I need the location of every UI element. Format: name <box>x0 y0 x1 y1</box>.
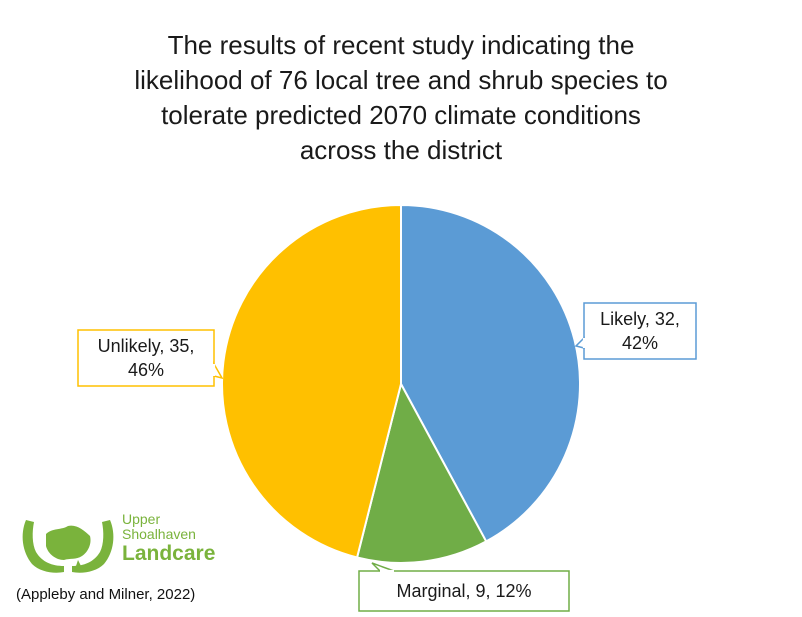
pie-slice-marginal <box>355 381 488 564</box>
chart-title: The results of recent study indicating t… <box>60 28 742 168</box>
data-label-marginal: Marginal, 9, 12% <box>358 562 570 612</box>
data-label-unlikely: Unlikely, 35, 46% <box>77 329 224 387</box>
pie-slice-unlikely <box>221 203 402 559</box>
data-label-callouts: Likely, 32, 42% Marginal, 9, 12% Unlikely, … <box>77 302 697 612</box>
data-label-likely: Likely, 32, 42% <box>574 302 697 360</box>
chart-title-line: The results of recent study indicating t… <box>167 30 635 60</box>
logo-text: Upper Shoalhaven Landcare <box>122 512 215 566</box>
chart-title-line: likelihood of 76 local tree and shrub sp… <box>134 65 668 95</box>
data-label-text: Unlikely, 35, <box>98 336 195 356</box>
landcare-logo: Upper Shoalhaven Landcare <box>18 512 228 582</box>
chart-title-line: across the district <box>299 135 503 165</box>
citation: (Appleby and Milner, 2022) <box>16 586 196 603</box>
data-label-text: Likely, 32, <box>600 309 680 329</box>
chart-title-line: tolerate predicted 2070 climate conditio… <box>161 100 641 130</box>
logo-line-upper: Upper <box>122 511 161 527</box>
landcare-hands-icon <box>22 520 114 573</box>
data-label-text: Marginal, 9, 12% <box>396 581 531 601</box>
data-label-text: 42% <box>622 333 658 353</box>
logo-line-shoalhaven: Shoalhaven <box>122 526 196 542</box>
pie-slices <box>221 203 581 564</box>
pie-slice-likely <box>400 203 581 543</box>
logo-line-landcare: Landcare <box>122 542 216 565</box>
data-label-text: 46% <box>128 360 164 380</box>
